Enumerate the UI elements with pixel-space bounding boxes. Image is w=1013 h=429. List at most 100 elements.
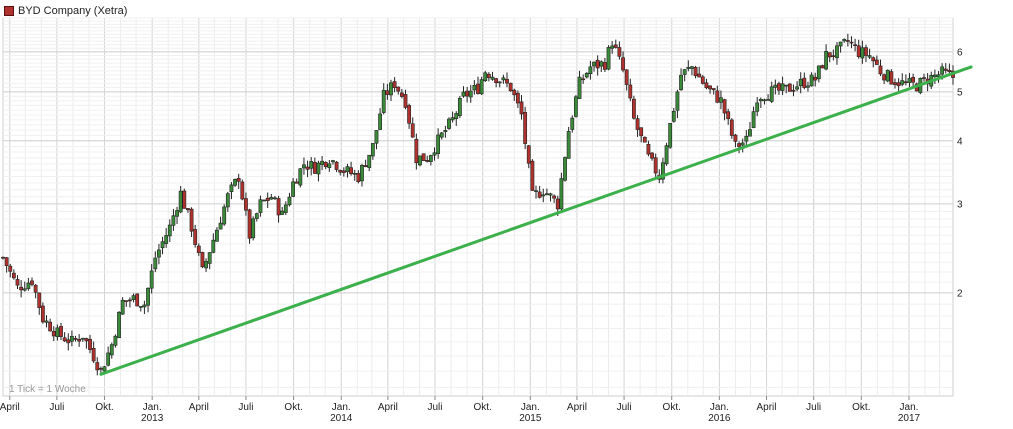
candle-down	[947, 69, 952, 73]
candle-down	[519, 101, 524, 115]
candle-down	[77, 339, 82, 342]
candle-up	[773, 84, 778, 88]
candle-up	[273, 197, 277, 200]
candle-down	[581, 78, 586, 81]
y-tick-label: 6	[957, 47, 963, 58]
x-tick-label: Okt.	[473, 402, 491, 413]
candle-up	[744, 135, 749, 142]
candle-down	[523, 112, 528, 144]
x-tick-label: Jan.	[900, 402, 919, 413]
candle-down	[33, 284, 38, 293]
candle-up	[222, 206, 227, 225]
candle-up	[766, 99, 770, 101]
candle-down	[244, 198, 248, 211]
candle-down	[73, 338, 78, 340]
candle-up	[755, 102, 760, 112]
candle-down	[512, 89, 517, 96]
candle-up	[171, 215, 176, 226]
candle-up	[331, 160, 335, 163]
candle-down	[247, 209, 252, 239]
candle-up	[142, 304, 147, 308]
candle-down	[349, 167, 353, 175]
candle-down	[403, 94, 408, 108]
candle-down	[135, 293, 140, 307]
candle-up	[218, 222, 223, 230]
y-tick-label: 2	[957, 288, 963, 299]
candle-up	[345, 166, 350, 173]
candle-down	[128, 299, 132, 302]
candles	[1, 33, 955, 376]
candle-up	[55, 327, 60, 338]
candle-down	[66, 339, 71, 344]
candle-up	[682, 69, 687, 75]
candle-up	[302, 164, 306, 169]
candle-up	[215, 229, 219, 242]
candle-down	[11, 272, 16, 279]
candle-up	[287, 196, 292, 206]
candle-down	[864, 47, 868, 56]
candle-up	[175, 210, 179, 217]
support-trendline	[99, 65, 973, 376]
candle-down	[48, 321, 53, 332]
candle-up	[885, 69, 890, 82]
candle-up	[461, 91, 466, 97]
candle-down	[95, 362, 100, 371]
candle-down	[8, 265, 13, 272]
candle-down	[802, 77, 807, 88]
candle-down	[51, 331, 56, 337]
candle-down	[196, 245, 201, 253]
candle-down	[305, 166, 310, 170]
candle-up	[740, 142, 745, 146]
x-tick-label: Okt.	[663, 402, 681, 413]
candle-up	[164, 235, 169, 244]
candle-down	[856, 45, 861, 57]
x-year-label: 2014	[330, 413, 353, 424]
candle-down	[476, 83, 480, 94]
candle-up	[606, 47, 611, 70]
candle-up	[106, 352, 111, 366]
candle-up	[26, 282, 31, 289]
candle-down	[363, 165, 368, 167]
grid-lines	[2, 17, 954, 397]
candle-down	[4, 257, 9, 267]
candle-up	[468, 90, 473, 98]
candle-down	[595, 59, 600, 69]
candle-down	[323, 161, 328, 167]
candle-up	[588, 66, 593, 74]
candle-down	[465, 90, 470, 97]
candle-down	[849, 41, 854, 44]
candle-down	[639, 127, 644, 137]
candle-up	[932, 74, 937, 78]
y-tick-label: 3	[957, 199, 963, 210]
candle-down	[486, 73, 491, 78]
candle-up	[233, 178, 237, 186]
candle-up	[592, 61, 596, 67]
candle-up	[661, 162, 665, 180]
candle-down	[186, 208, 190, 211]
candle-up	[457, 97, 462, 116]
candle-up	[686, 66, 691, 69]
candle-down	[827, 52, 832, 58]
candle-up	[490, 76, 495, 80]
candle-down	[635, 118, 640, 130]
candle-down	[726, 111, 731, 120]
x-tick-label: Juli	[238, 402, 253, 413]
candle-up	[940, 66, 945, 75]
candle-up	[867, 55, 872, 58]
candle-down	[338, 170, 343, 173]
candle-up	[816, 65, 821, 80]
candle-up	[160, 241, 165, 249]
candle-up	[751, 111, 756, 128]
candle-up	[167, 224, 172, 237]
candle-up	[418, 155, 422, 166]
x-year-label: 2015	[519, 413, 542, 424]
candle-down	[704, 82, 709, 89]
candle-up	[439, 132, 444, 138]
candle-up	[258, 199, 263, 213]
candle-down	[715, 90, 720, 103]
candle-down	[777, 83, 781, 91]
candle-up	[428, 155, 433, 162]
candle-up	[479, 79, 484, 95]
candle-up	[207, 252, 212, 264]
candle-down	[882, 74, 887, 81]
